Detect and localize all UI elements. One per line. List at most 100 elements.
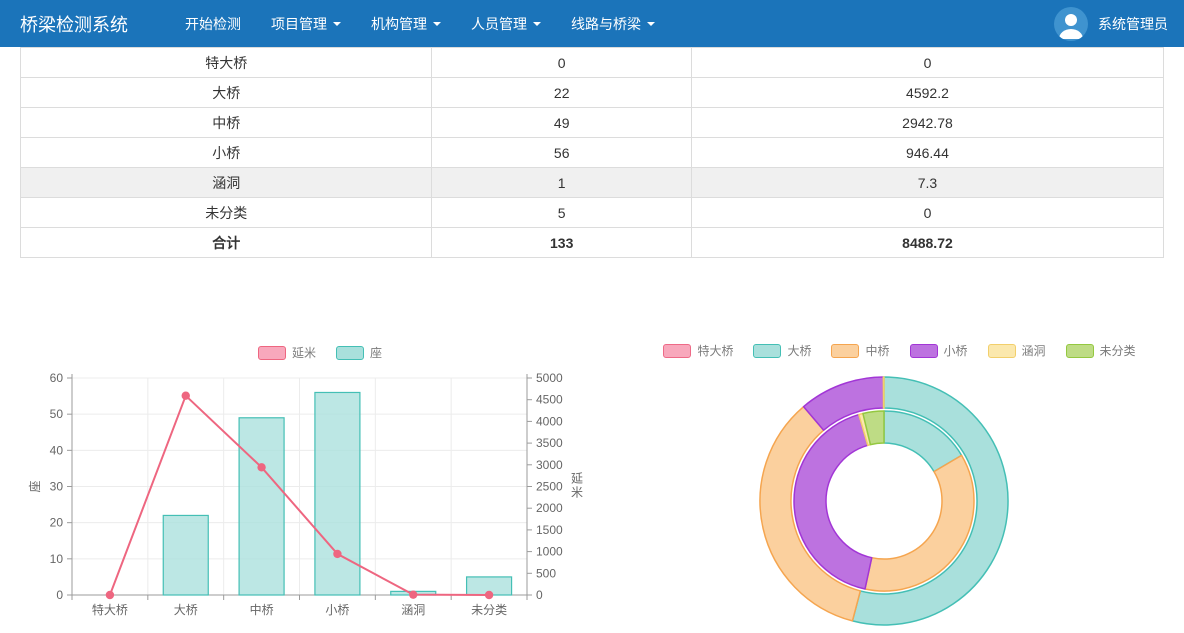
legend-item-2[interactable]: 中桥	[831, 342, 890, 359]
svg-text:40: 40	[50, 443, 64, 457]
chevron-down-icon	[533, 21, 541, 26]
pie-segment-延米-涵洞	[882, 376, 885, 409]
svg-text:3500: 3500	[536, 436, 563, 450]
legend-swatch-icon	[1065, 343, 1094, 358]
legend-swatch-icon	[663, 343, 692, 358]
x-axis-label: 小桥	[325, 603, 349, 617]
x-axis-label: 涵洞	[401, 603, 425, 617]
legend-label: 延米	[291, 346, 316, 360]
legend-label: 座	[370, 346, 383, 360]
legend-label: 特大桥	[697, 344, 734, 358]
svg-text:60: 60	[50, 371, 64, 385]
table-cell: 特大桥	[19, 47, 433, 78]
table-cell: 22	[431, 77, 692, 108]
table-cell: 7.3	[690, 167, 1165, 198]
table-row: 中桥 49 2942.78	[19, 107, 1165, 138]
svg-text:10: 10	[50, 552, 64, 566]
table-cell: 涵洞	[19, 167, 433, 198]
legend-item-0[interactable]: 特大桥	[663, 342, 733, 359]
x-axis-label: 特大桥	[92, 602, 128, 617]
bar-中桥	[238, 417, 285, 596]
table-cell: 49	[431, 107, 692, 138]
table-cell: 合计	[19, 227, 433, 258]
table-cell: 1	[431, 167, 692, 198]
table-row: 涵洞 1 7.3	[19, 167, 1165, 198]
bar-小桥	[314, 391, 361, 596]
legend-item-0[interactable]: 延米	[257, 344, 316, 361]
line-point-中桥	[257, 463, 266, 472]
pie-segment-座-未分类	[862, 410, 885, 446]
legend-swatch-icon	[831, 343, 860, 358]
svg-text:500: 500	[536, 566, 556, 580]
bar-大桥	[162, 514, 209, 596]
svg-text:20: 20	[50, 516, 64, 530]
table-cell: 56	[431, 137, 692, 168]
chevron-down-icon	[333, 21, 341, 26]
table-row: 大桥 22 4592.2	[19, 77, 1165, 108]
legend-swatch-icon	[909, 343, 938, 358]
svg-text:2500: 2500	[536, 480, 563, 494]
table-cell: 未分类	[19, 197, 433, 228]
line-series	[108, 393, 490, 596]
table-cell: 0	[690, 197, 1165, 228]
chevron-down-icon	[647, 21, 655, 26]
table-cell: 133	[431, 227, 692, 258]
legend-item-4[interactable]: 涵洞	[987, 342, 1046, 359]
svg-text:2000: 2000	[536, 501, 563, 515]
table-cell: 0	[431, 47, 692, 78]
bar-line-chart-canvas: 0 10 20 30 40 50 60 0 500 1000 1500 2000 2500 3000 350…	[27, 371, 583, 617]
x-axis-label: 未分类	[471, 603, 507, 617]
svg-text:4000: 4000	[536, 414, 563, 428]
svg-text:30: 30	[50, 480, 64, 494]
pie-segment-延米-大桥	[851, 376, 1009, 626]
table-cell: 5	[431, 197, 692, 228]
nav-item-4[interactable]: 线路与桥梁	[556, 0, 670, 47]
pie-segment-座-小桥	[793, 413, 873, 590]
line-point-小桥	[333, 549, 342, 559]
nav-item-label: 项目管理	[271, 15, 327, 32]
nav-item-1[interactable]: 项目管理	[256, 0, 356, 47]
x-axis-label: 大桥	[174, 603, 198, 617]
donut-chart-legend: 特大桥 大桥 中桥 小桥 涵洞 未分类	[622, 342, 1177, 359]
pie-segment-座-中桥	[864, 454, 975, 592]
bar-chart-legend: 延米 座	[25, 344, 615, 361]
legend-label: 未分类	[1099, 344, 1136, 358]
table-cell: 4592.2	[690, 77, 1165, 108]
table-cell: 0	[690, 47, 1165, 78]
legend-label: 小桥	[943, 344, 968, 358]
nav-item-label: 机构管理	[371, 15, 427, 32]
legend-swatch-icon	[336, 345, 364, 360]
left-axis-name: 座	[27, 480, 42, 492]
line-point-涵洞	[409, 590, 418, 599]
table-cell: 946.44	[690, 137, 1165, 168]
line-point-特大桥	[105, 590, 115, 600]
svg-text:50: 50	[50, 407, 64, 421]
legend-item-5[interactable]: 未分类	[1065, 342, 1136, 359]
legend-item-3[interactable]: 小桥	[909, 342, 968, 359]
nav-item-2[interactable]: 机构管理	[356, 0, 456, 47]
chevron-down-icon	[433, 21, 441, 26]
svg-text:1500: 1500	[536, 523, 563, 537]
table-cell: 2942.78	[690, 107, 1165, 138]
nav-item-label: 人员管理	[471, 15, 527, 32]
legend-item-1[interactable]: 大桥	[753, 342, 811, 359]
main-menu: 开始检测 项目管理 机构管理 人员管理 线路与桥梁	[170, 0, 670, 47]
table-cell: 大桥	[19, 77, 433, 108]
right-axis-name: 延米	[571, 472, 583, 500]
top-navbar: 桥梁检测系统 开始检测 项目管理 机构管理 人员管理 线路与桥梁 系统管理员	[0, 0, 1184, 47]
donut-chart: 特大桥 大桥 中桥 小桥 涵洞 未分类	[622, 338, 1177, 633]
svg-text:5000: 5000	[536, 371, 563, 385]
user-name: 系统管理员	[1098, 15, 1168, 32]
legend-swatch-icon	[257, 345, 286, 360]
table-row: 未分类 5 0	[19, 197, 1165, 228]
legend-swatch-icon	[987, 343, 1016, 358]
donut-chart-canvas	[759, 376, 1009, 626]
svg-text:0: 0	[536, 588, 543, 602]
bridge-summary-table: 特大桥 0 0 大桥 22 4592.2 中桥 49 2942.78 小桥 56 946.44 涵洞 1 7…	[19, 47, 1165, 258]
nav-item-0[interactable]: 开始检测	[170, 0, 256, 47]
nav-item-3[interactable]: 人员管理	[456, 0, 556, 47]
legend-item-1[interactable]: 座	[336, 344, 382, 361]
user-menu[interactable]: 系统管理员	[1054, 6, 1184, 41]
table-cell: 8488.72	[690, 227, 1165, 258]
line-point-未分类	[484, 590, 494, 600]
